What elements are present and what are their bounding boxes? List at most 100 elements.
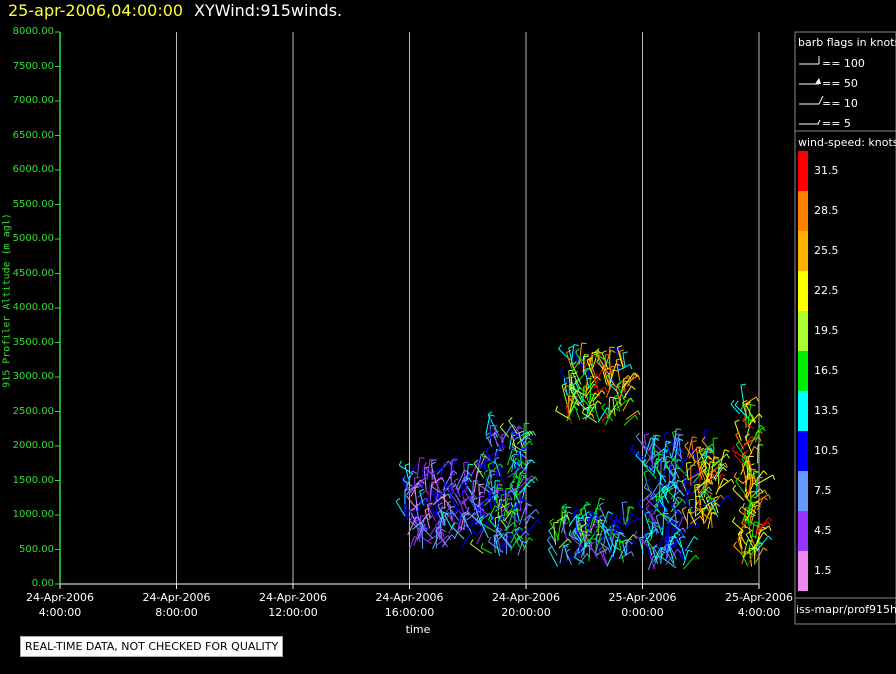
wind-barb-flag (498, 528, 503, 534)
wind-barb-flag (734, 419, 740, 423)
wind-barb (643, 450, 657, 467)
wind-barb (470, 462, 479, 477)
wind-barb (596, 361, 610, 375)
wind-barb (596, 353, 610, 365)
wind-barb-flag (427, 502, 433, 505)
wind-barb (420, 470, 430, 484)
wind-barb-flag (659, 496, 664, 502)
wind-barb (621, 502, 625, 524)
wind-barb (495, 488, 499, 503)
wind-barb-flag (678, 434, 684, 437)
wind-barb (695, 447, 700, 468)
wind-barb (494, 515, 503, 531)
wind-barb-flag (745, 401, 751, 406)
wind-barb (563, 388, 572, 402)
wind-barb-flag (726, 453, 730, 459)
wind-barb-flag (758, 523, 764, 526)
wind-barb (704, 460, 719, 474)
wind-barb-flag (588, 541, 593, 547)
wind-barb-flag (645, 504, 650, 509)
wind-barb-flag (584, 537, 589, 542)
y-tick-label: 7000.00 (12, 95, 54, 106)
wind-barb (403, 506, 409, 521)
wind-barb-flag (612, 369, 618, 372)
wind-barb (662, 513, 679, 524)
wind-barb (563, 378, 568, 396)
wind-barb (622, 385, 632, 400)
wind-barb (665, 548, 678, 566)
wind-barb-flag (508, 417, 513, 422)
wind-barb (561, 385, 569, 408)
wind-barb-flag (611, 383, 617, 388)
wind-barb (488, 419, 492, 439)
wind-barb (503, 510, 513, 522)
wind-barb (623, 414, 636, 426)
wind-barb (572, 384, 583, 403)
wind-barb-flag (566, 349, 572, 353)
wind-barb-flag (443, 511, 449, 515)
wind-barb-flag (659, 453, 665, 456)
wind-barb-flag (475, 502, 479, 508)
wind-barb-flag (579, 386, 584, 392)
wind-barb (744, 509, 753, 522)
wind-barb-flag (420, 522, 424, 528)
wind-barb (717, 478, 732, 491)
wind-barb (741, 475, 754, 485)
wind-barb-flag (441, 496, 446, 501)
wind-barb (667, 541, 675, 563)
wind-barb-flag (464, 512, 470, 515)
wind-barb (616, 397, 632, 409)
wind-barb (487, 505, 496, 521)
wind-barb-flag (419, 483, 423, 489)
wind-barb-flag (425, 490, 430, 495)
wind-barb-flag (579, 519, 585, 522)
wind-barb-flag (601, 403, 606, 408)
wind-barb-flag (527, 436, 532, 441)
wind-barb-flag (764, 489, 768, 495)
wind-barb-flag (607, 526, 613, 531)
wind-barb (645, 508, 659, 526)
wind-barb (735, 434, 745, 450)
wind-barb (461, 530, 473, 548)
wind-barb (427, 506, 436, 522)
x-tick-label: 24-Apr-2006 8:00:00 (142, 591, 211, 619)
wind-barb (523, 423, 525, 440)
wind-barb-flag (497, 487, 504, 490)
speed-color-swatch (798, 271, 808, 311)
wind-barb-flag (634, 530, 638, 536)
wind-barb-flag (530, 459, 536, 464)
wind-barb-flag (619, 349, 625, 352)
wind-barb-flag (702, 484, 707, 489)
wind-barb (663, 456, 667, 471)
wind-barb (678, 435, 682, 459)
wind-barb-flag (732, 445, 735, 451)
wind-barb (620, 551, 632, 559)
wind-barb-flag (398, 460, 402, 466)
wind-barb (751, 471, 755, 486)
wind-barb-flag (707, 455, 713, 460)
wind-barb-flag (642, 459, 647, 465)
wind-barb (436, 535, 449, 546)
wind-barb (710, 502, 719, 518)
wind-barb-flag (575, 515, 581, 520)
wind-barb-flag (660, 547, 666, 551)
wind-barb (634, 535, 647, 544)
wind-barb-flag (487, 411, 493, 415)
wind-barb-flag (573, 348, 579, 353)
wind-barb (580, 540, 588, 558)
wind-barb-flag (443, 462, 449, 466)
wind-barb-flag (601, 369, 607, 374)
wind-barb-flag (591, 413, 595, 419)
wind-barb (644, 437, 652, 458)
wind-barb-flag (631, 551, 634, 557)
wind-barb-flag (403, 504, 409, 508)
wind-barb-flag (700, 515, 704, 521)
wind-barb-flag (702, 467, 708, 472)
wind-barb-flag (451, 534, 456, 539)
wind-barb (644, 513, 652, 535)
wind-barb-flag (488, 418, 494, 420)
wind-barb-flag (498, 491, 502, 497)
wind-barb-flag (496, 489, 502, 492)
wind-barb-flag (677, 480, 683, 483)
